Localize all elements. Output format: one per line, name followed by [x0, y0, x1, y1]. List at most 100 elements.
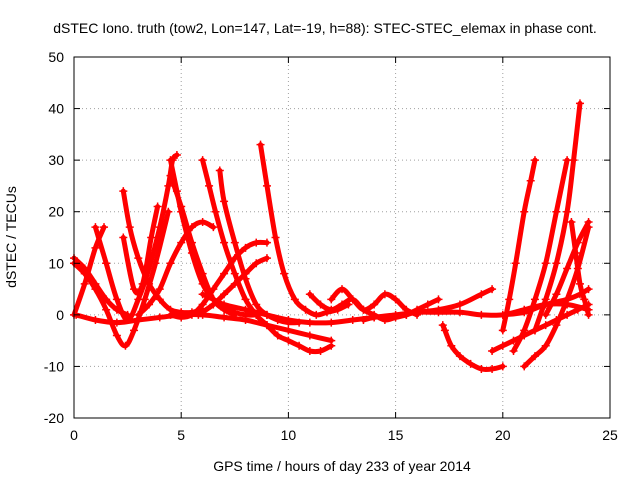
- data-point-marker: [541, 341, 550, 350]
- data-point-marker: [348, 295, 357, 304]
- data-point-marker: [552, 207, 561, 216]
- data-point-marker: [520, 308, 529, 317]
- data-point-marker: [155, 295, 164, 304]
- data-point-marker: [338, 285, 346, 294]
- data-point-marker: [434, 295, 443, 304]
- data-point-marker: [477, 365, 486, 374]
- series-line: [511, 157, 570, 354]
- series-sat-06: [70, 254, 132, 319]
- data-point-marker: [112, 305, 121, 314]
- data-point-marker: [530, 352, 539, 361]
- data-point-marker: [177, 202, 186, 211]
- data-point-marker: [241, 316, 250, 325]
- data-point-marker: [541, 321, 550, 330]
- data-point-marker: [413, 308, 422, 317]
- data-point-marker: [241, 269, 250, 278]
- data-point-marker: [402, 310, 411, 319]
- series-line: [217, 168, 302, 326]
- data-point-marker: [262, 310, 271, 319]
- data-point-marker: [391, 295, 400, 304]
- data-point-marker: [305, 331, 314, 340]
- data-point-marker: [273, 331, 282, 340]
- series-sat-09: [198, 156, 336, 355]
- y-tick-label: 30: [48, 152, 64, 168]
- data-point-marker: [370, 313, 379, 322]
- data-point-marker: [241, 243, 250, 252]
- data-point-marker: [209, 223, 218, 232]
- series-sat-10: [215, 166, 304, 327]
- data-point-marker: [520, 207, 529, 216]
- data-point-marker: [359, 316, 368, 325]
- data-point-marker: [530, 295, 539, 304]
- data-point-marker: [575, 290, 584, 299]
- data-point-marker: [220, 238, 229, 247]
- series-sat-12: [134, 218, 218, 319]
- data-point-marker: [138, 279, 147, 288]
- y-tick-label: 50: [48, 49, 64, 65]
- y-tick-label: 20: [48, 204, 64, 220]
- data-point-marker: [230, 254, 239, 263]
- data-point-marker: [488, 365, 497, 374]
- data-point-marker: [488, 346, 497, 355]
- data-point-marker: [552, 290, 561, 299]
- data-point-marker: [125, 223, 134, 232]
- y-axis-label: dSTEC / TECUs: [3, 186, 19, 288]
- data-point-marker: [153, 202, 162, 211]
- data-point-marker: [295, 341, 304, 350]
- data-point-marker: [567, 218, 576, 227]
- series-line: [200, 291, 377, 326]
- data-point-marker: [121, 341, 130, 350]
- data-point-marker: [262, 181, 271, 190]
- data-point-marker: [530, 156, 539, 165]
- x-axis-label: GPS time / hours of day 233 of year 2014: [213, 458, 471, 474]
- x-tick-label: 10: [281, 427, 297, 443]
- data-point-marker: [391, 310, 400, 319]
- data-point-marker: [327, 318, 336, 327]
- y-tick-label: 40: [48, 101, 64, 117]
- data-point-marker: [230, 279, 239, 288]
- series-sat-21: [438, 321, 507, 374]
- data-point-marker: [198, 300, 207, 309]
- data-point-marker: [102, 259, 111, 268]
- data-point-marker: [215, 166, 224, 175]
- data-point-marker: [498, 310, 507, 319]
- data-point-marker: [359, 305, 368, 314]
- data-point-marker: [209, 295, 218, 304]
- data-point-marker: [505, 295, 514, 304]
- data-point-marker: [440, 326, 449, 335]
- data-point-marker: [520, 362, 529, 371]
- x-tick-label: 0: [70, 427, 78, 443]
- data-point-marker: [91, 223, 100, 232]
- grid-layer: [74, 57, 610, 418]
- data-point-marker: [198, 156, 207, 165]
- data-point-marker: [455, 308, 464, 317]
- data-point-marker: [187, 223, 196, 232]
- chart-title: dSTEC Iono. truth (tow2, Lon=147, Lat=-1…: [53, 20, 597, 36]
- series-sat-13: [166, 238, 271, 322]
- data-point-marker: [455, 300, 464, 309]
- data-point-marker: [119, 187, 128, 196]
- series-line: [258, 142, 351, 318]
- data-point-marker: [262, 321, 271, 330]
- data-point-marker: [584, 285, 593, 294]
- data-point-marker: [348, 316, 357, 325]
- data-point-marker: [198, 310, 207, 319]
- data-point-marker: [526, 176, 535, 185]
- data-point-marker: [100, 223, 109, 232]
- data-point-marker: [380, 290, 389, 299]
- data-point-marker: [316, 300, 325, 309]
- data-point-marker: [220, 313, 229, 322]
- data-point-marker: [511, 259, 520, 268]
- data-point-marker: [466, 359, 475, 368]
- data-point-marker: [134, 316, 143, 325]
- y-tick-label: 10: [48, 255, 64, 271]
- data-point-marker: [552, 259, 561, 268]
- data-point-marker: [164, 181, 173, 190]
- data-point-marker: [252, 300, 261, 309]
- data-point-marker: [530, 326, 539, 335]
- data-point-marker: [477, 290, 486, 299]
- data-point-marker: [312, 310, 321, 319]
- data-point-marker: [172, 150, 181, 159]
- data-point-marker: [155, 223, 164, 232]
- data-point-marker: [230, 238, 239, 247]
